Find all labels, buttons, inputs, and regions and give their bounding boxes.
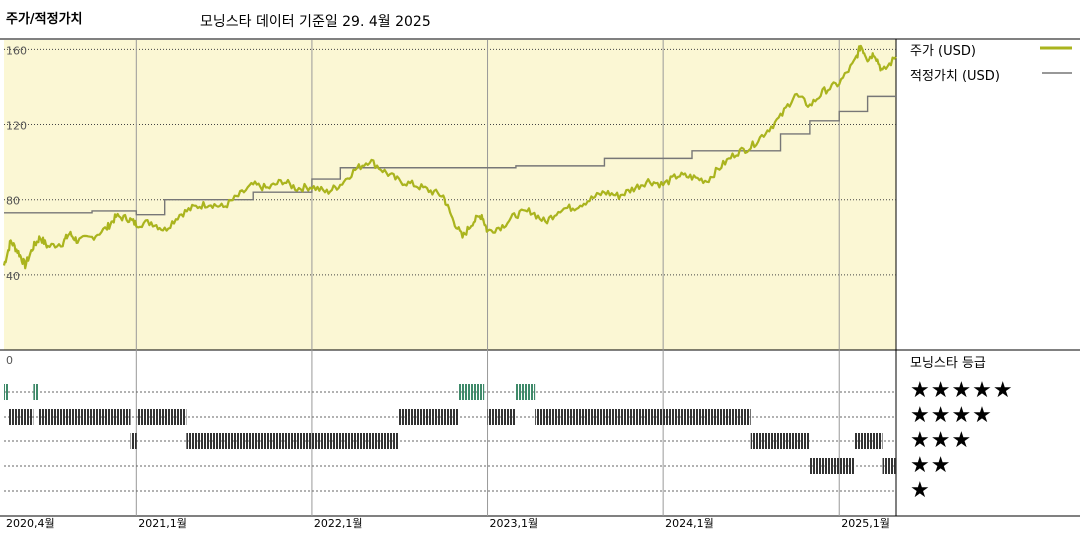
rating-period-bar (809, 458, 855, 474)
rating-four-stars: ★★★★ (910, 403, 993, 428)
legend-fair-value-label: 적정가치 (USD) (910, 69, 1000, 84)
rating-one-star: ★ (910, 478, 931, 503)
rating-period-bar (33, 384, 39, 400)
rating-period-bar (399, 409, 459, 425)
price-line (2, 44, 897, 270)
rating-period-bar (130, 433, 137, 449)
x-tick-label: 2022,1월 (314, 517, 363, 530)
rating-period-bar (4, 384, 9, 400)
rating-panel-title: 모닝스타 등급 (910, 356, 986, 371)
rating-period-bar (458, 384, 485, 400)
data-date-subtitle: 모닝스타 데이터 기준일 29. 4월 2025 (200, 14, 431, 30)
rating-period-bar (186, 433, 400, 449)
rating-period-bar (8, 409, 34, 425)
chart-title: 주가/적정가치 (6, 12, 83, 27)
rating-period-bar (854, 433, 883, 449)
x-tick-label: 2020,4월 (6, 517, 55, 530)
x-tick-label: 2024,1월 (665, 517, 714, 530)
fair-value-line (4, 95, 896, 216)
rating-three-stars: ★★★ (910, 428, 973, 453)
plot-area (4, 40, 896, 350)
y-tick-label: 160 (6, 44, 27, 57)
rating-period-bar (136, 409, 187, 425)
rating-zero-label: 0 (6, 354, 13, 367)
rating-period-bar (38, 409, 131, 425)
y-tick-label: 120 (6, 120, 27, 133)
y-tick-label: 80 (6, 195, 20, 208)
x-tick-label: 2023,1월 (490, 517, 539, 530)
y-tick-label: 40 (6, 270, 20, 283)
rating-period-bar (487, 409, 516, 425)
rating-period-bar (750, 433, 810, 449)
rating-period-bar (515, 384, 536, 400)
rating-period-bar (535, 409, 751, 425)
x-tick-label: 2025,1월 (841, 517, 890, 530)
rating-five-stars: ★★★★★ (910, 378, 1014, 403)
rating-period-bar (882, 458, 896, 474)
legend-price-label: 주가 (USD) (910, 44, 976, 59)
rating-two-stars: ★★ (910, 453, 952, 478)
x-tick-label: 2021,1월 (138, 517, 187, 530)
